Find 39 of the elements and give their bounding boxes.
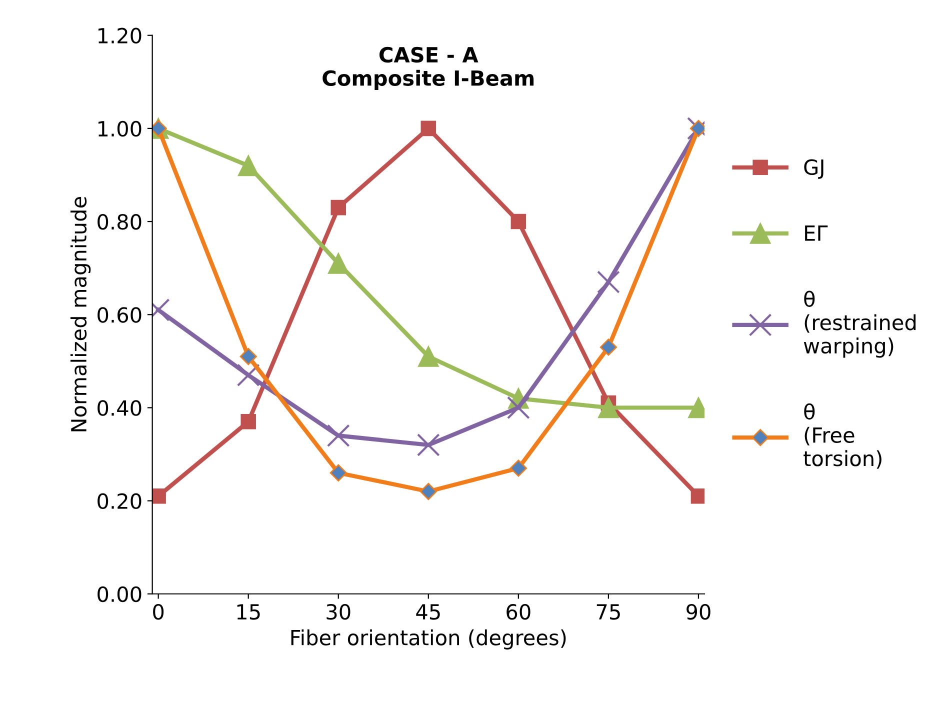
point <box>600 338 618 356</box>
x-tick-label: 90 <box>686 604 710 620</box>
point <box>510 460 527 477</box>
y-tick-label: 0.40 <box>98 400 142 416</box>
point <box>330 200 346 216</box>
point <box>238 155 259 176</box>
x-tick-label: 30 <box>326 604 350 620</box>
point <box>598 397 619 418</box>
y-tick-label: 0.00 <box>98 586 142 602</box>
y-axis-title: Normalized magnitude <box>70 196 91 432</box>
legend-label: θ (Free torsion) <box>804 403 882 469</box>
point <box>418 346 439 367</box>
point <box>506 396 530 420</box>
y-tick-label: 0.80 <box>98 214 142 230</box>
point <box>328 253 349 274</box>
point <box>326 424 350 448</box>
point <box>420 482 437 500</box>
point <box>510 214 526 230</box>
y-tick-label: 0.20 <box>98 493 142 510</box>
x-tick-label: 15 <box>237 604 260 620</box>
point <box>240 414 256 430</box>
y-tick-label: 1.20 <box>98 28 142 44</box>
point <box>330 464 347 482</box>
y-tick-label: 0.60 <box>98 307 142 323</box>
y-tick-label: 1.00 <box>98 120 142 137</box>
x-axis-title: Fiber orientation (degrees) <box>291 629 566 650</box>
x-tick-label: 60 <box>506 604 530 620</box>
x-tick-label: 45 <box>416 604 440 620</box>
point <box>596 270 620 294</box>
legend-label: GJ <box>804 159 824 179</box>
legend-label: θ (restrained warping) <box>804 290 916 358</box>
x-tick-label: 0 <box>153 604 164 620</box>
x-tick-label: 75 <box>596 604 620 620</box>
point <box>420 120 436 136</box>
text: CASE - A Composite I-Beam <box>322 46 534 90</box>
point <box>236 364 260 387</box>
point <box>240 348 257 366</box>
legend-label: EΓ <box>805 226 828 241</box>
point <box>416 433 440 456</box>
